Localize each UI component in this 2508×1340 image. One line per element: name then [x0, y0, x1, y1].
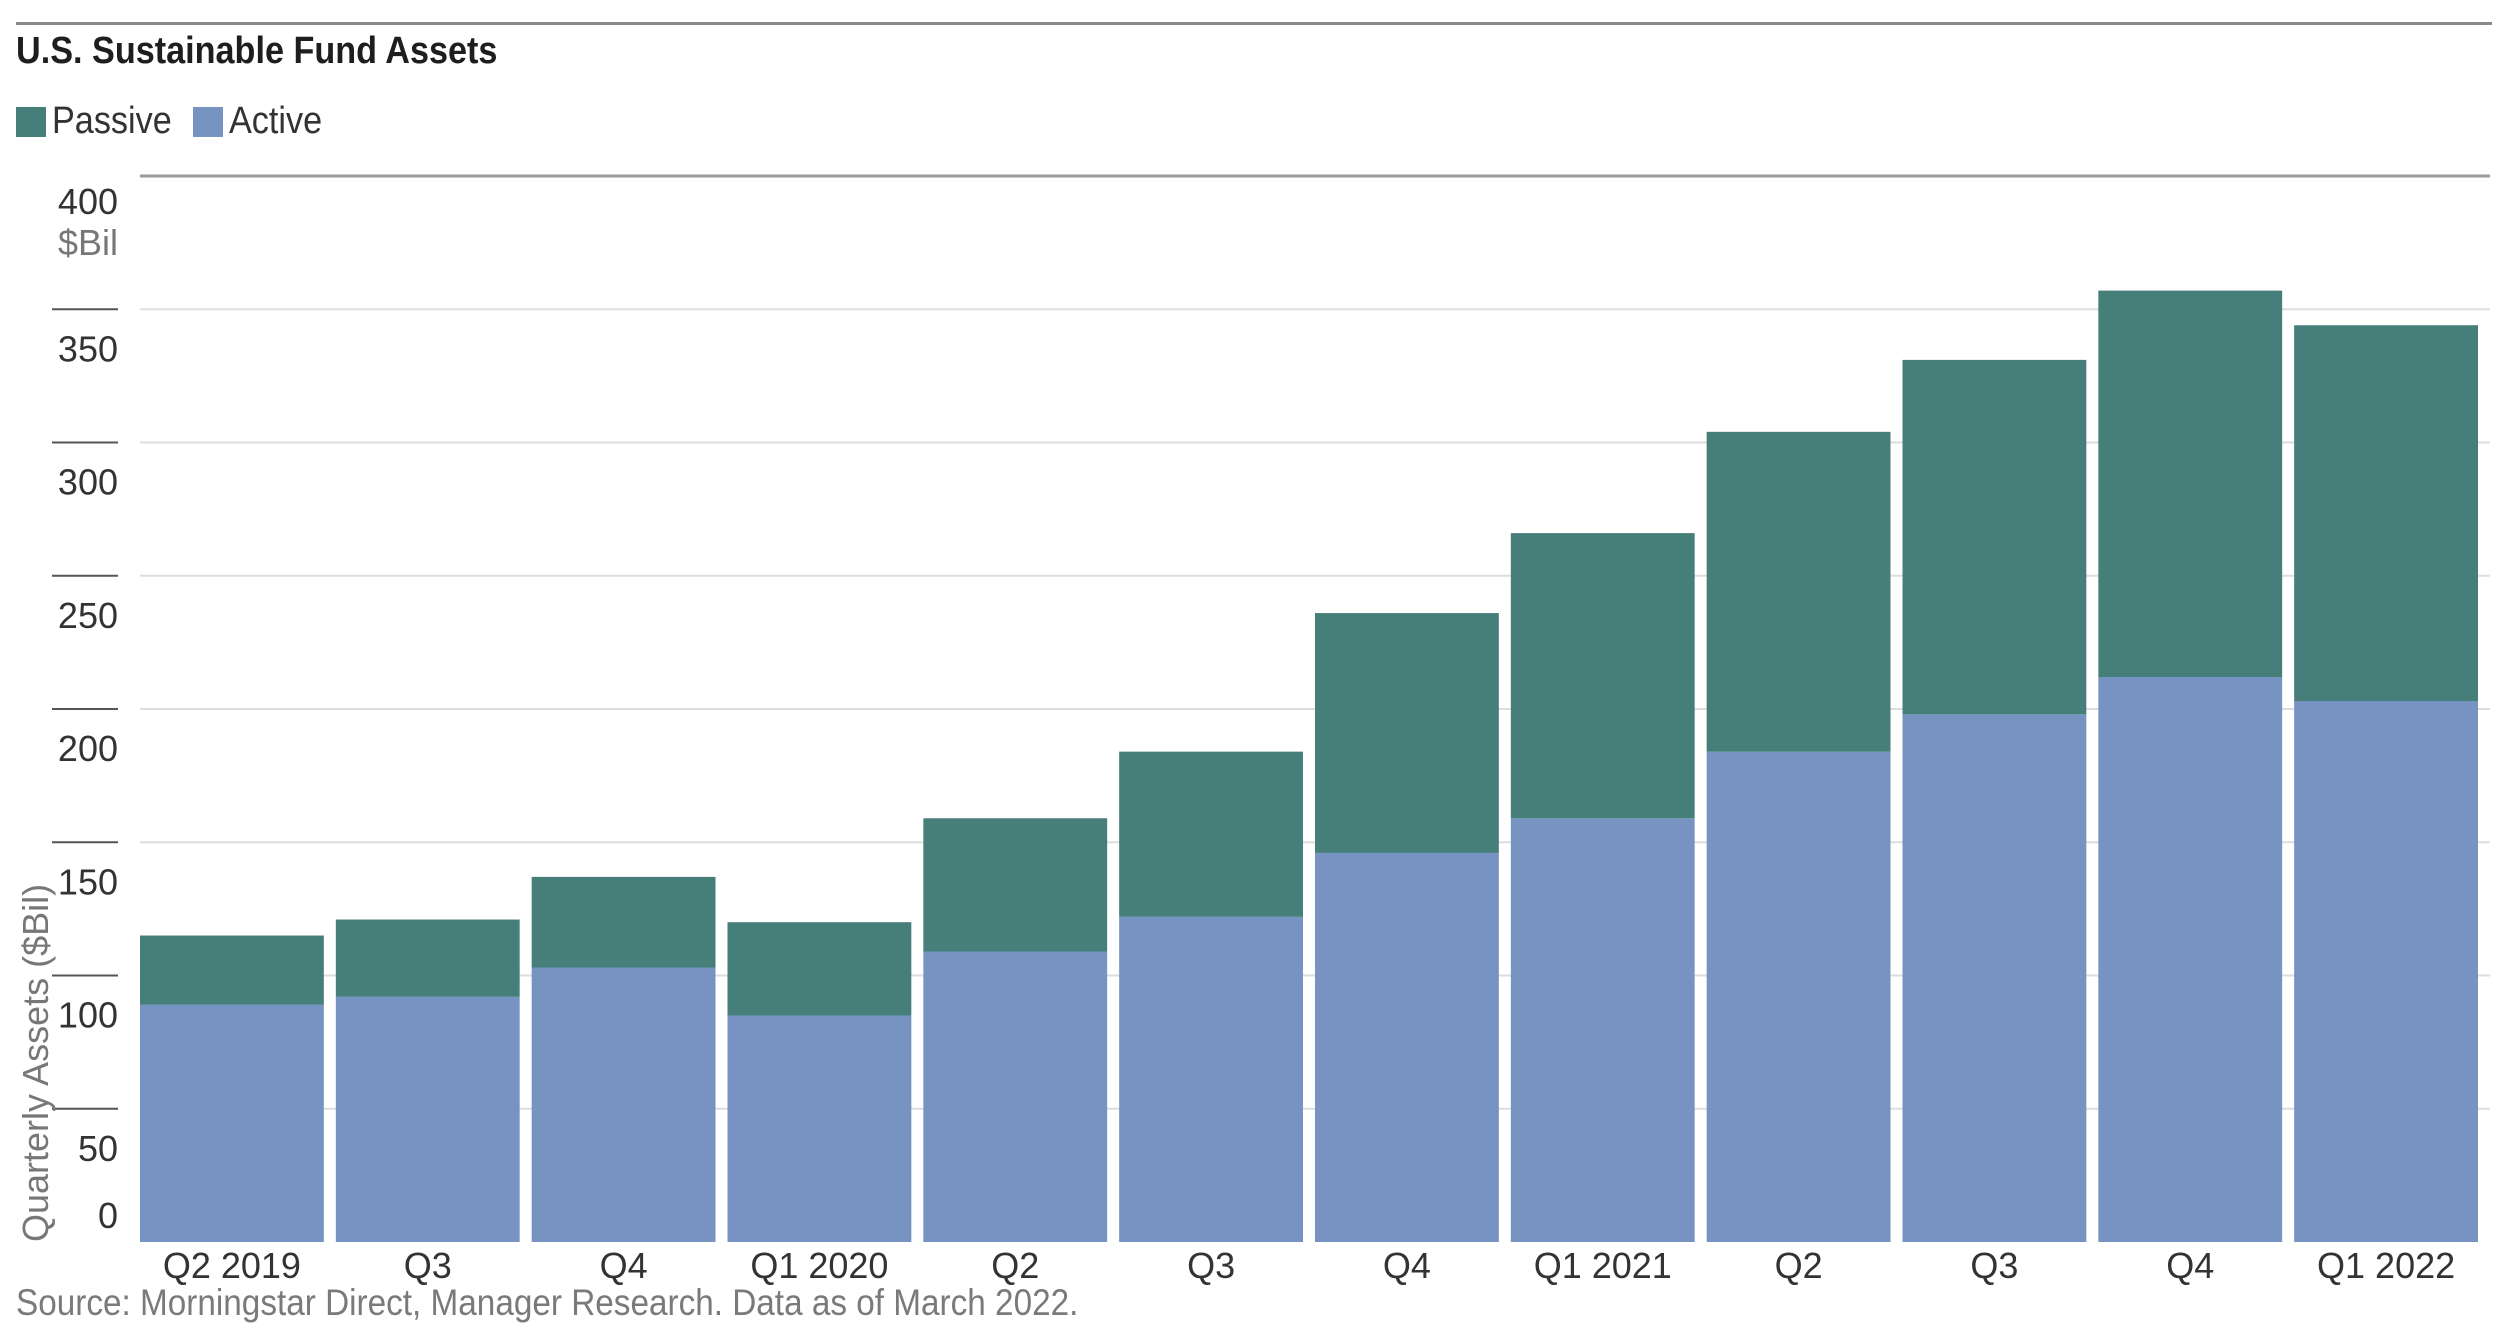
bars — [140, 290, 2478, 1242]
bar-passive-9 — [1902, 359, 2087, 715]
y-tick-label-400: 400 — [58, 181, 118, 222]
x-tick-label-2: Q4 — [600, 1245, 648, 1286]
x-tick-label-0: Q2 2019 — [163, 1245, 301, 1286]
legend-swatch-active — [193, 106, 224, 137]
legend: Passive Active — [16, 100, 341, 143]
bar-passive-8 — [1706, 431, 1891, 752]
y-tick-label-100: 100 — [58, 995, 118, 1036]
legend-label-active: Active — [229, 100, 323, 142]
legend-label-passive: Passive — [52, 100, 172, 142]
bar-active-3 — [727, 1015, 912, 1242]
bar-active-2 — [531, 967, 716, 1242]
x-tick-label-10: Q4 — [2166, 1245, 2214, 1286]
bar-active-4 — [923, 951, 1108, 1242]
bar-passive-7 — [1510, 533, 1695, 819]
bar-active-8 — [1706, 751, 1891, 1242]
y-tick-label-0: 0 — [98, 1195, 118, 1236]
bar-passive-4 — [923, 818, 1108, 952]
bar-active-10 — [2098, 677, 2283, 1242]
x-tick-label-6: Q4 — [1383, 1245, 1431, 1286]
source-note: Source: Morningstar Direct, Manager Rese… — [16, 1282, 1079, 1323]
top-rule — [16, 22, 2492, 25]
bar-passive-1 — [335, 919, 520, 997]
legend-item-active: Active — [193, 100, 332, 143]
bar-passive-0 — [140, 935, 324, 1005]
bar-active-6 — [1315, 852, 1499, 1242]
x-tick-label-3: Q1 2020 — [750, 1245, 888, 1286]
bar-passive-2 — [531, 876, 716, 968]
bar-active-11 — [2294, 701, 2478, 1242]
x-tick-label-8: Q2 — [1775, 1245, 1823, 1286]
bar-passive-11 — [2294, 325, 2478, 702]
bar-active-5 — [1119, 916, 1303, 1242]
x-tick-labels: Q2 2019 Q3 Q4 Q1 2020 Q2 Q3 Q4 Q1 2021 Q2 Q3 Q4 Q1 … — [163, 1245, 2455, 1286]
bar-active-9 — [1902, 714, 2087, 1242]
bar-passive-5 — [1119, 751, 1303, 917]
bar-passive-10 — [2098, 290, 2283, 678]
y-tick-label-150: 150 — [58, 861, 118, 902]
x-tick-label-1: Q3 — [404, 1245, 452, 1286]
x-tick-label-9: Q3 — [1970, 1245, 2018, 1286]
bar-passive-6 — [1315, 613, 1499, 853]
legend-item-passive: Passive — [16, 100, 185, 143]
y-tick-label-50: 50 — [78, 1128, 118, 1169]
x-tick-label-5: Q3 — [1187, 1245, 1235, 1286]
legend-swatch-passive — [16, 106, 46, 137]
chart-title: U.S. Sustainable Fund Assets — [16, 30, 498, 72]
y-tick-label-300: 300 — [58, 462, 118, 503]
y-tick-label-350: 350 — [58, 328, 118, 369]
x-tick-label-11: Q1 2022 — [2317, 1245, 2455, 1286]
y-tick-labels: 0 50 100 150 200 250 300 350 400 — [58, 181, 118, 1236]
x-tick-label-7: Q1 2021 — [1534, 1245, 1672, 1286]
bar-active-7 — [1510, 818, 1695, 1242]
bar-active-0 — [140, 1004, 324, 1242]
y-tick-label-250: 250 — [58, 595, 118, 636]
y-axis-label: Quarterly Assets ($Bil) — [15, 884, 56, 1242]
bar-passive-3 — [727, 922, 912, 1016]
y-tick-label-200: 200 — [58, 728, 118, 769]
y-unit-label: $Bil — [58, 222, 118, 263]
bar-active-1 — [335, 996, 520, 1242]
x-tick-label-4: Q2 — [991, 1245, 1039, 1286]
